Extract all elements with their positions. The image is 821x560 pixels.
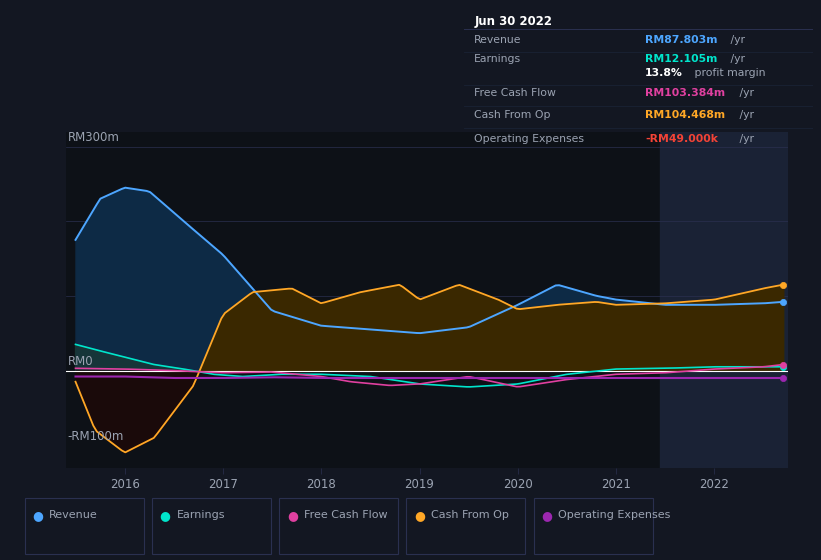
Text: ●: ● [159, 508, 171, 522]
Text: RM103.384m: RM103.384m [645, 88, 726, 99]
Text: /yr: /yr [736, 134, 754, 144]
Text: Cash From Op: Cash From Op [475, 110, 551, 120]
Text: -RM100m: -RM100m [67, 430, 124, 443]
Text: Revenue: Revenue [49, 510, 98, 520]
Text: ●: ● [541, 508, 553, 522]
Text: /yr: /yr [727, 35, 745, 45]
Text: Jun 30 2022: Jun 30 2022 [475, 15, 553, 27]
Text: Cash From Op: Cash From Op [431, 510, 509, 520]
Text: /yr: /yr [736, 110, 754, 120]
Text: /yr: /yr [736, 88, 754, 99]
Text: Earnings: Earnings [475, 54, 521, 64]
Text: profit margin: profit margin [690, 68, 765, 78]
Bar [660, 132, 788, 468]
Text: ●: ● [414, 508, 425, 522]
Text: ●: ● [32, 508, 44, 522]
Text: Operating Expenses: Operating Expenses [475, 134, 585, 144]
Text: Earnings: Earnings [177, 510, 225, 520]
Text: -RM49.000k: -RM49.000k [645, 134, 718, 144]
Text: ●: ● [287, 508, 298, 522]
Text: 13.8%: 13.8% [645, 68, 683, 78]
Text: /yr: /yr [727, 54, 745, 64]
Text: RM300m: RM300m [67, 131, 120, 144]
Text: Free Cash Flow: Free Cash Flow [475, 88, 556, 99]
Text: RM0: RM0 [67, 355, 94, 368]
Text: Operating Expenses: Operating Expenses [558, 510, 671, 520]
Text: Revenue: Revenue [475, 35, 522, 45]
Text: Free Cash Flow: Free Cash Flow [304, 510, 388, 520]
Text: RM104.468m: RM104.468m [645, 110, 726, 120]
Text: RM12.105m: RM12.105m [645, 54, 718, 64]
Text: RM87.803m: RM87.803m [645, 35, 718, 45]
